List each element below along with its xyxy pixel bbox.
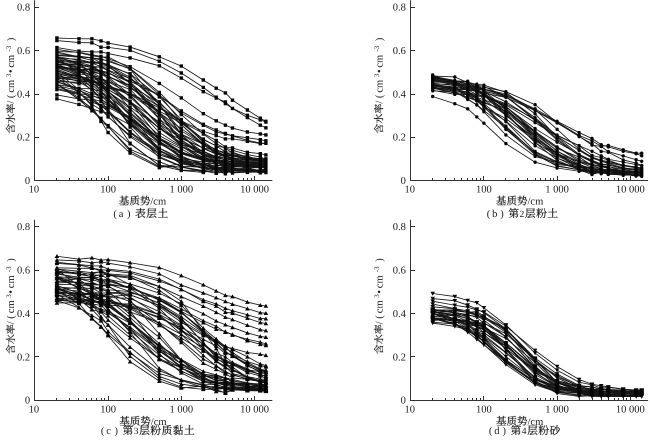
- svg-text:): ): [374, 258, 385, 262]
- svg-text:10 000: 10 000: [240, 405, 269, 416]
- svg-text:3: 3: [373, 73, 381, 77]
- svg-text:(: (: [374, 94, 385, 98]
- svg-text:/cm: /cm: [151, 417, 167, 428]
- svg-text:(: (: [6, 315, 17, 319]
- svg-text:100: 100: [100, 405, 116, 416]
- svg-text:1 000: 1 000: [169, 184, 193, 195]
- svg-text:10: 10: [29, 405, 40, 416]
- svg-text:0.4: 0.4: [393, 309, 407, 320]
- svg-text:(: (: [6, 94, 17, 98]
- svg-text:10 000: 10 000: [240, 184, 269, 195]
- svg-text:0.6: 0.6: [17, 46, 30, 57]
- svg-text:(: (: [487, 209, 491, 220]
- svg-text:•: •: [6, 69, 17, 73]
- svg-text:0.8: 0.8: [17, 222, 30, 233]
- svg-text:(: (: [101, 426, 105, 436]
- svg-text:0: 0: [401, 396, 406, 407]
- svg-text:-3: -3: [373, 266, 381, 272]
- svg-text:/cm: /cm: [528, 417, 544, 428]
- svg-text:/: /: [6, 321, 17, 324]
- svg-text:10: 10: [29, 184, 40, 195]
- svg-text:0.6: 0.6: [393, 266, 406, 277]
- svg-text:): ): [500, 209, 504, 220]
- svg-text:c: c: [106, 426, 111, 436]
- svg-text:/: /: [374, 321, 385, 324]
- svg-text:-3: -3: [5, 45, 13, 51]
- svg-text:0.2: 0.2: [393, 352, 406, 363]
- svg-text:): ): [503, 426, 507, 436]
- svg-text:10 000: 10 000: [616, 184, 645, 195]
- svg-text:•: •: [6, 290, 17, 294]
- svg-text:0.2: 0.2: [393, 133, 406, 144]
- svg-text:0.2: 0.2: [17, 352, 30, 363]
- svg-text:0: 0: [401, 176, 406, 187]
- svg-text:0.2: 0.2: [17, 133, 30, 144]
- svg-text:0: 0: [25, 176, 30, 187]
- svg-text:cm: cm: [6, 80, 17, 93]
- svg-text:0.8: 0.8: [17, 3, 30, 14]
- svg-text:0.6: 0.6: [393, 46, 406, 57]
- svg-text:/: /: [374, 101, 385, 104]
- svg-text:b: b: [492, 209, 497, 220]
- svg-text:cm: cm: [374, 275, 385, 288]
- svg-text:0.4: 0.4: [17, 309, 31, 320]
- svg-text:1 000: 1 000: [545, 184, 569, 195]
- svg-text:0.4: 0.4: [17, 89, 31, 100]
- svg-text:a: a: [119, 209, 124, 220]
- svg-text:1 000: 1 000: [169, 405, 193, 416]
- svg-text:2: 2: [520, 210, 525, 220]
- svg-text:): ): [6, 258, 17, 262]
- svg-text:0.8: 0.8: [393, 3, 406, 14]
- svg-text:): ): [6, 37, 17, 41]
- svg-text:•: •: [374, 290, 385, 294]
- svg-text:cm: cm: [6, 275, 17, 288]
- svg-text:100: 100: [476, 405, 492, 416]
- svg-text:cm: cm: [374, 300, 385, 313]
- svg-text:1 000: 1 000: [545, 405, 569, 416]
- svg-text:cm: cm: [6, 55, 17, 68]
- svg-text:-3: -3: [373, 45, 381, 51]
- svg-text:3: 3: [373, 294, 381, 298]
- svg-text:10: 10: [404, 184, 415, 195]
- svg-text:(: (: [374, 315, 385, 319]
- svg-text:100: 100: [100, 184, 116, 195]
- svg-text:-3: -3: [5, 266, 13, 272]
- svg-text:0: 0: [25, 396, 30, 407]
- svg-text:3: 3: [134, 427, 139, 436]
- svg-text:/cm: /cm: [150, 197, 166, 208]
- svg-text:cm: cm: [374, 80, 385, 93]
- svg-text:): ): [115, 426, 119, 436]
- svg-text:3: 3: [5, 294, 13, 298]
- svg-text:/cm: /cm: [528, 197, 544, 208]
- svg-text:): ): [127, 209, 131, 220]
- svg-text:3: 3: [5, 73, 13, 77]
- svg-text:0.6: 0.6: [17, 266, 30, 277]
- svg-text:0.4: 0.4: [393, 89, 407, 100]
- svg-text:cm: cm: [6, 300, 17, 313]
- svg-text:•: •: [374, 69, 385, 73]
- svg-text:10 000: 10 000: [616, 405, 645, 416]
- svg-text:(: (: [489, 426, 493, 436]
- svg-text:0.8: 0.8: [393, 222, 406, 233]
- svg-text:(: (: [113, 209, 117, 220]
- svg-text:d: d: [494, 426, 500, 436]
- svg-text:): ): [374, 37, 385, 41]
- svg-text:4: 4: [522, 427, 527, 436]
- svg-text:cm: cm: [374, 55, 385, 68]
- svg-text:/: /: [6, 101, 17, 104]
- svg-text:100: 100: [476, 184, 492, 195]
- svg-text:10: 10: [404, 405, 415, 416]
